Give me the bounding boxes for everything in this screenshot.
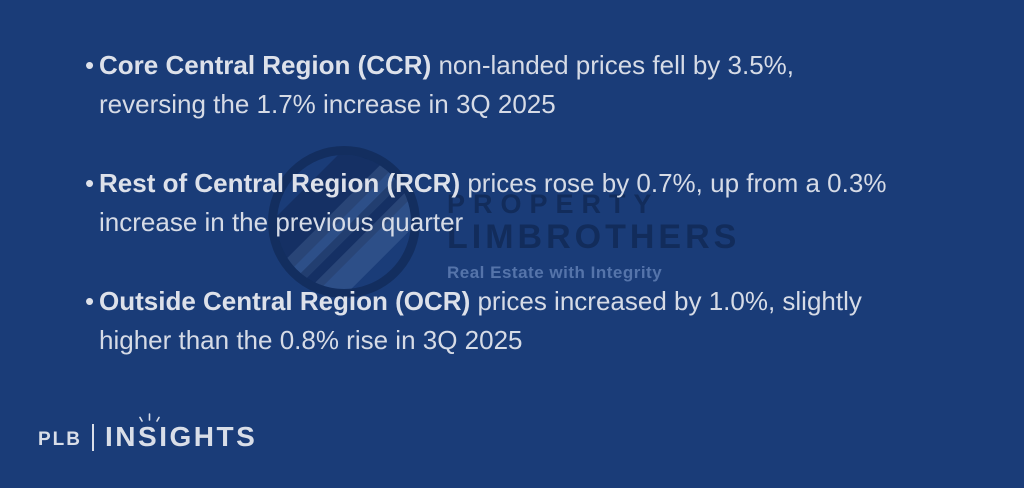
bullet-rcr-line2: increase in the previous quarter: [99, 207, 464, 237]
region-name-ocr: Outside Central Region (OCR): [99, 286, 471, 316]
bullet-ocr-line1: Outside Central Region (OCR) prices incr…: [99, 282, 862, 321]
region-name-rcr: Rest of Central Region (RCR): [99, 168, 461, 198]
insights-shining-s: S: [138, 413, 160, 453]
bullet-item-rcr: • Rest of Central Region (RCR) prices ro…: [85, 164, 886, 242]
logo-divider: [92, 423, 94, 451]
plb-insights-logo: PLB IN SIGHTS: [38, 413, 258, 453]
region-name-ccr: Core Central Region (CCR): [99, 50, 432, 80]
bullet-ocr-line1-rest: prices increased by 1.0%, slightly: [470, 286, 862, 316]
bullet-ocr-line2: higher than the 0.8% rise in 3Q 2025: [99, 325, 523, 355]
bullet-item-ccr: • Core Central Region (CCR) non-landed p…: [85, 46, 886, 124]
bullet-rcr-line1-rest: prices rose by 0.7%, up from a 0.3%: [460, 168, 887, 198]
bullet-rcr-line1: Rest of Central Region (RCR) prices rose…: [99, 164, 886, 203]
bullet-dot: •: [85, 50, 95, 80]
bullet-ccr-line1: Core Central Region (CCR) non-landed pri…: [99, 46, 794, 85]
bullet-text-ccr: Core Central Region (CCR) non-landed pri…: [99, 46, 794, 124]
bottom-white-strip: [0, 488, 1024, 491]
bullet-list: • Core Central Region (CCR) non-landed p…: [85, 46, 886, 400]
sparkle-icon: [139, 413, 160, 422]
bullet-dot: •: [85, 286, 95, 316]
insights-title: IN SIGHTS: [105, 413, 258, 453]
bullet-dot: •: [85, 168, 95, 198]
insights-title-pre: IN: [105, 421, 138, 452]
bullet-ccr-line1-rest: non-landed prices fell by 3.5%,: [431, 50, 795, 80]
bullet-item-ocr: • Outside Central Region (OCR) prices in…: [85, 282, 886, 360]
insights-title-post: IGHTS: [159, 421, 258, 452]
insights-title-s: S: [138, 421, 160, 452]
plb-brand-label: PLB: [38, 429, 82, 450]
bullet-text-ocr: Outside Central Region (OCR) prices incr…: [99, 282, 862, 360]
bullet-ccr-line2: reversing the 1.7% increase in 3Q 2025: [99, 89, 556, 119]
bullet-text-rcr: Rest of Central Region (RCR) prices rose…: [99, 164, 886, 242]
